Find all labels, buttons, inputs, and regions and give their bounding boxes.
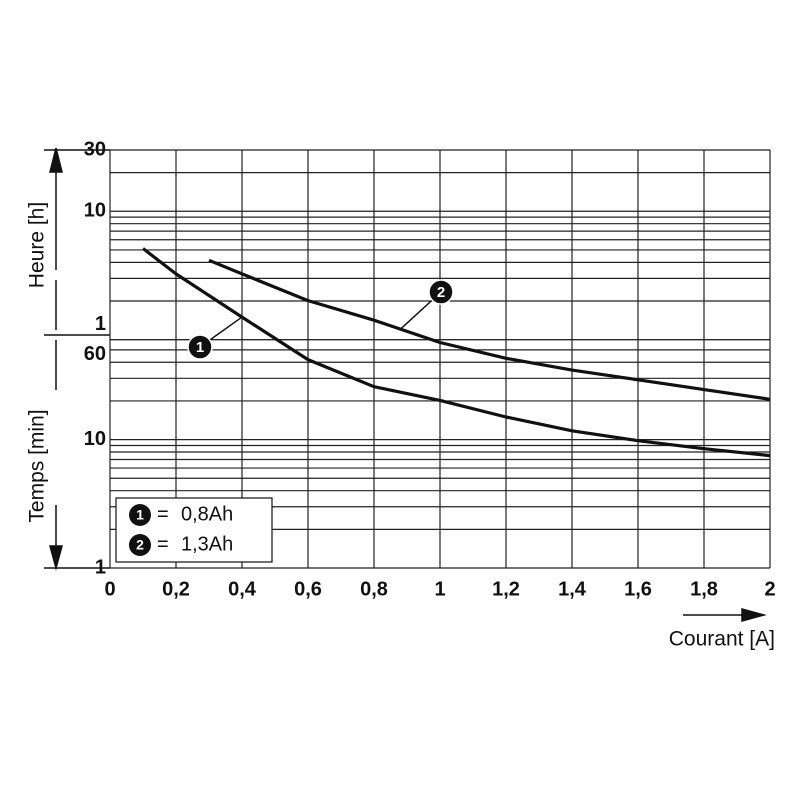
marker-label: 1 — [196, 339, 204, 356]
curve-marker: 2 — [399, 279, 454, 330]
x-tick-label: 1,8 — [690, 578, 718, 600]
y-tick-label: 1 — [95, 313, 106, 335]
x-tick-label: 1 — [434, 578, 445, 600]
marker-circle — [187, 334, 213, 360]
y-tick-label: 10 — [84, 200, 106, 222]
y-axis-label: Temps [min] — [26, 409, 49, 522]
curve — [142, 247, 771, 458]
legend-label: 1,3Ah — [181, 533, 233, 555]
legend-marker-label: 1 — [136, 507, 144, 523]
y-axis-label: Heure [h] — [26, 202, 49, 288]
marker-circle — [428, 279, 454, 305]
legend-marker-label: 2 — [136, 537, 144, 553]
y-tick-label: 30 — [84, 138, 106, 160]
legend-separator: = — [157, 503, 169, 525]
axis-decor — [44, 147, 767, 622]
x-tick-label: 0 — [104, 578, 115, 600]
curve-marker: 1 — [187, 316, 243, 360]
legend-label: 0,8Ah — [181, 503, 233, 525]
x-tick-label: 0,8 — [360, 578, 388, 600]
x-tick-label: 0,6 — [294, 578, 322, 600]
x-tick-label: 0,2 — [162, 578, 190, 600]
x-tick-label: 1,4 — [558, 578, 587, 600]
y-tick-label: 10 — [84, 428, 106, 450]
x-tick-label: 2 — [764, 578, 775, 600]
marker-label: 2 — [437, 284, 445, 301]
legend: 1 = 0,8Ah 2 = 1,3Ah — [115, 497, 273, 563]
y-tick-label: 60 — [84, 343, 106, 365]
legend-separator: = — [157, 533, 169, 555]
x-tick-label: 0,4 — [228, 578, 257, 600]
y-tick-label: 1 — [95, 556, 106, 578]
x-tick-label: 1,2 — [492, 578, 520, 600]
legend-marker — [129, 534, 151, 556]
curve — [208, 258, 771, 401]
x-axis-label: Courant [A] — [669, 628, 775, 651]
x-tick-label: 1,6 — [624, 578, 652, 600]
legend-marker — [129, 504, 151, 526]
